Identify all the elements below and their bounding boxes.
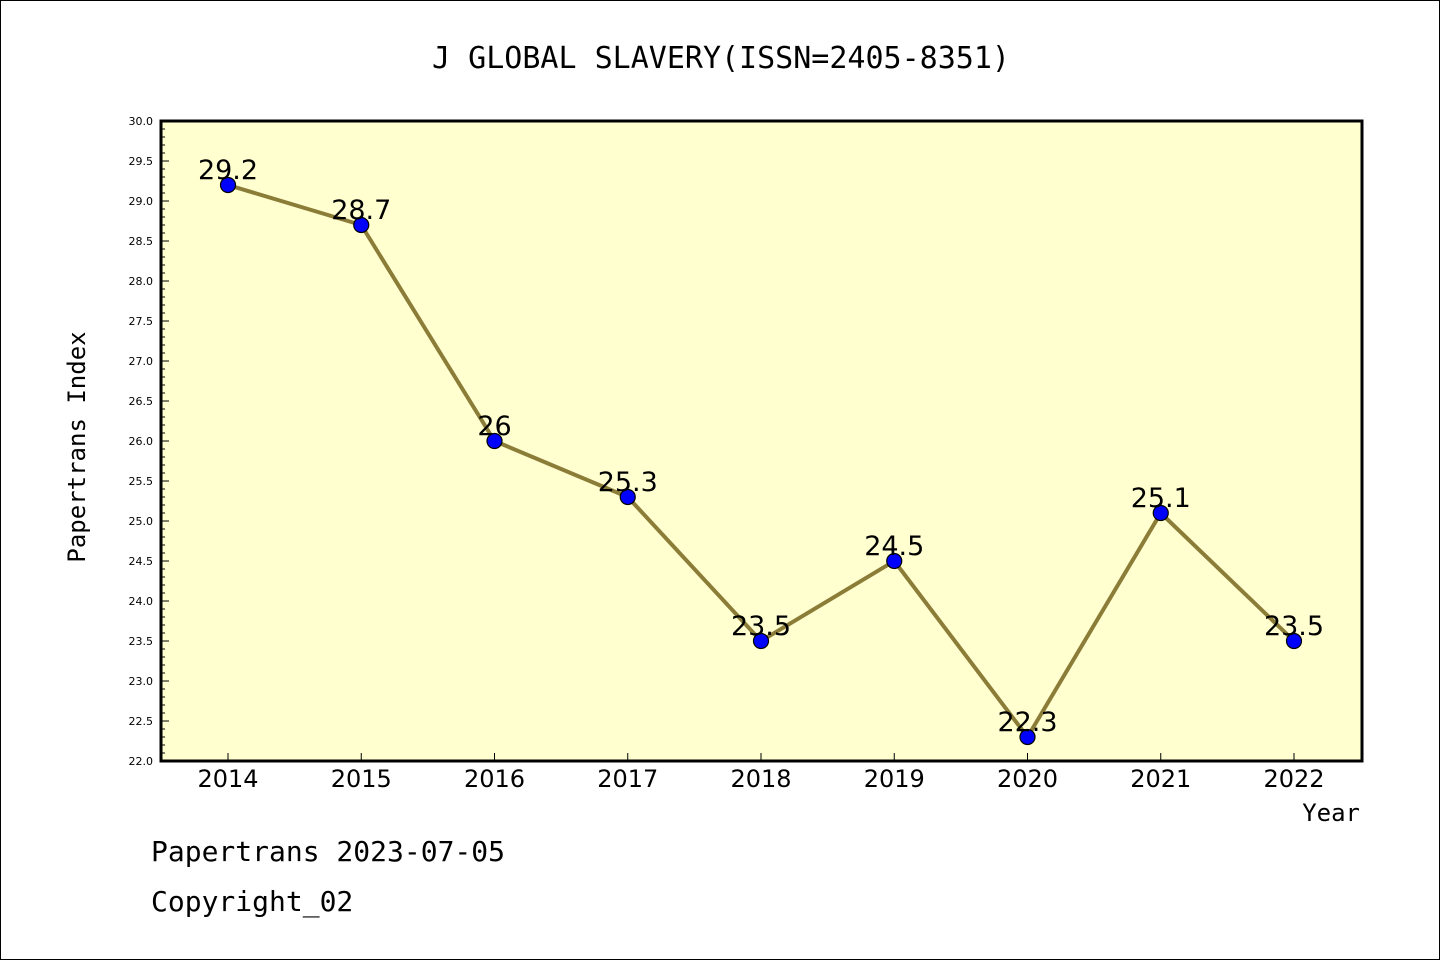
data-label: 23.5 — [731, 611, 791, 642]
y-tick-label: 24.0 — [129, 595, 154, 608]
y-tick-label: 29.5 — [129, 155, 154, 168]
x-axis-label: Year — [1302, 799, 1360, 827]
data-point — [619, 488, 636, 506]
y-tick-label: 26.0 — [129, 435, 154, 448]
y-tick-label: 22.0 — [129, 755, 154, 768]
data-label: 26 — [477, 411, 511, 442]
y-axis-label: Papertrans Index — [63, 331, 91, 562]
x-tick-label: 2017 — [597, 765, 658, 793]
data-label: 28.7 — [331, 195, 391, 226]
data-points — [219, 176, 1303, 746]
data-label: 22.3 — [997, 707, 1057, 738]
data-label: 25.3 — [598, 467, 658, 498]
x-tick-label: 2022 — [1263, 765, 1324, 793]
y-tick-label: 30.0 — [129, 115, 154, 128]
data-point — [752, 632, 770, 650]
x-tick-label: 2014 — [197, 765, 258, 793]
data-point — [1152, 504, 1169, 522]
y-tick-label: 23.5 — [129, 635, 154, 648]
data-label: 23.5 — [1264, 611, 1324, 642]
x-tick-label: 2020 — [997, 765, 1058, 793]
x-axis: 2014 2015 2016 2017 2018 2019 2020 2021 2022 — [197, 753, 1325, 793]
x-tick-label: 2015 — [331, 765, 392, 793]
data-label: 25.1 — [1131, 483, 1191, 514]
y-tick-label: 23.0 — [129, 675, 154, 688]
y-tick-label: 25.5 — [129, 475, 154, 488]
y-tick-label: 28.5 — [129, 235, 154, 248]
y-tick-label: 28.0 — [129, 275, 154, 288]
y-axis: 22.0 22.5 23.0 23.5 24.0 24.5 25.0 25.5 26.0 26.5… — [129, 115, 169, 768]
x-tick-label: 2019 — [864, 765, 925, 793]
chart-title: J GLOBAL SLAVERY(ISSN=2405-8351) — [432, 41, 1010, 76]
y-tick-label: 22.5 — [129, 715, 154, 728]
y-tick-label: 24.5 — [129, 555, 154, 568]
footer-copyright-text: Copyright_02 — [151, 885, 354, 918]
data-point — [486, 432, 503, 450]
data-point — [1285, 632, 1303, 650]
y-tick-label: 27.0 — [129, 355, 154, 368]
y-tick-label: 26.5 — [129, 395, 154, 408]
data-label: 29.2 — [198, 155, 258, 186]
y-tick-label: 25.0 — [129, 515, 154, 528]
y-tick-label: 27.5 — [129, 315, 154, 328]
data-point — [1019, 728, 1036, 746]
footer-date-text: Papertrans 2023-07-05 — [151, 835, 506, 868]
x-tick-label: 2021 — [1130, 765, 1191, 793]
data-point — [219, 176, 237, 194]
x-tick-label: 2018 — [730, 765, 791, 793]
y-tick-label: 29.0 — [129, 195, 154, 208]
data-point — [886, 552, 903, 570]
x-tick-label: 2016 — [464, 765, 525, 793]
plot-border — [159, 119, 1364, 763]
data-label: 24.5 — [864, 531, 924, 562]
data-point — [353, 216, 370, 234]
data-labels: 29.2 28.7 26 25.3 23.5 24.5 22.3 25.1 23.5 — [198, 155, 1324, 738]
